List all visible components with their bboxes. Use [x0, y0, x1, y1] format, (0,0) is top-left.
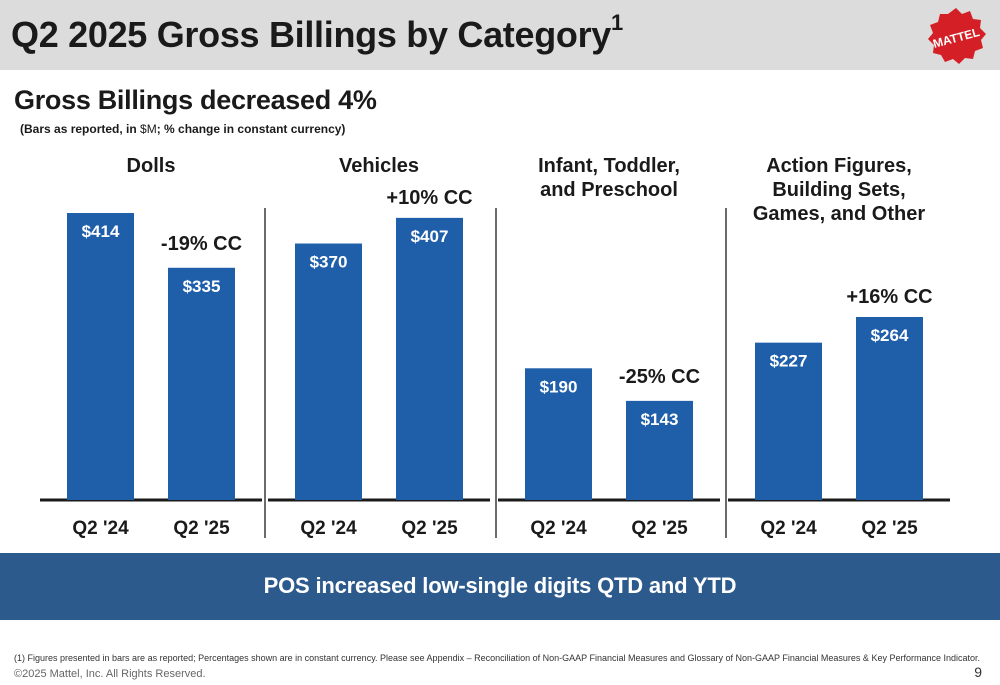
x-tick-panel-3-q2-25: Q2 '25: [631, 518, 688, 539]
chart-note: (Bars as reported, in $M; % change in co…: [20, 122, 345, 136]
bar-panel-3-q2-24: [525, 368, 592, 500]
x-tick-panel-1-q2-25: Q2 '25: [173, 518, 230, 539]
title-footnote-mark: 1: [611, 10, 623, 35]
bar-label-panel-4-q2-25: $264: [871, 326, 909, 345]
bar-panel-3-q2-25: [626, 400, 693, 500]
panel-title-4-line-2: Building Sets,: [772, 179, 905, 201]
bar-label-panel-4-q2-24: $227: [770, 352, 808, 371]
bar-panel-4-q2-25: [856, 316, 923, 500]
x-tick-panel-1-q2-24: Q2 '24: [72, 518, 129, 539]
page-title-text: Q2 2025 Gross Billings by Category: [11, 14, 612, 55]
panel-title-1-line-1: Dolls: [127, 155, 176, 177]
bar-panel-2-q2-25: [396, 217, 463, 500]
change-annotation-panel-2: +10% CC: [386, 187, 472, 209]
headline: Gross Billings decreased 4%: [14, 85, 377, 115]
bar-label-panel-1-q2-24: $414: [82, 222, 120, 241]
change-annotation-panel-1: -19% CC: [161, 233, 242, 255]
mattel-logo: MATTEL: [928, 8, 986, 64]
change-annotation-panel-4: +16% CC: [846, 286, 932, 308]
bar-label-panel-3-q2-24: $190: [540, 377, 578, 396]
bar-label-panel-1-q2-25: $335: [183, 277, 221, 296]
logo-starburst: [928, 8, 986, 64]
chart-note-prefix: (Bars as reported, in: [20, 122, 141, 136]
panel-title-2-line-1: Vehicles: [339, 155, 419, 177]
x-tick-panel-3-q2-24: Q2 '24: [530, 518, 587, 539]
bar-label-panel-2-q2-24: $370: [310, 253, 348, 272]
panel-title-3-line-2: and Preschool: [540, 179, 678, 201]
bar-panel-1-q2-24: [67, 213, 134, 500]
bar-panel-4-q2-24: [755, 342, 822, 500]
change-annotation-panel-3: -25% CC: [619, 366, 700, 388]
copyright: ©2025 Mattel, Inc. All Rights Reserved.: [14, 668, 206, 680]
footnote: (1) Figures presented in bars are as rep…: [14, 653, 980, 663]
bar-label-panel-3-q2-25: $143: [641, 410, 679, 429]
chart-note-unit: $M: [140, 122, 157, 136]
panel-title-4-line-3: Games, and Other: [753, 203, 925, 225]
panel-title-4-line-1: Action Figures,: [766, 155, 912, 177]
x-tick-panel-4-q2-25: Q2 '25: [861, 518, 918, 539]
page-title: Q2 2025 Gross Billings by Category1: [11, 10, 623, 56]
panel-title-3-line-1: Infant, Toddler,: [538, 155, 680, 177]
x-tick-panel-4-q2-24: Q2 '24: [760, 518, 817, 539]
x-tick-panel-2-q2-25: Q2 '25: [401, 518, 458, 539]
x-tick-panel-2-q2-24: Q2 '24: [300, 518, 357, 539]
page-number: 9: [974, 664, 982, 680]
chart-note-suffix: ; % change in constant currency): [156, 122, 346, 136]
bar-panel-1-q2-25: [168, 267, 235, 500]
pos-banner-text: POS increased low-single digits QTD and …: [263, 573, 737, 598]
bar-label-panel-2-q2-25: $407: [411, 227, 449, 246]
bar-panel-2-q2-24: [295, 243, 362, 501]
pos-banner: POS increased low-single digits QTD and …: [0, 553, 1000, 620]
header-bar: Q2 2025 Gross Billings by Category1 MATT…: [0, 0, 1000, 70]
